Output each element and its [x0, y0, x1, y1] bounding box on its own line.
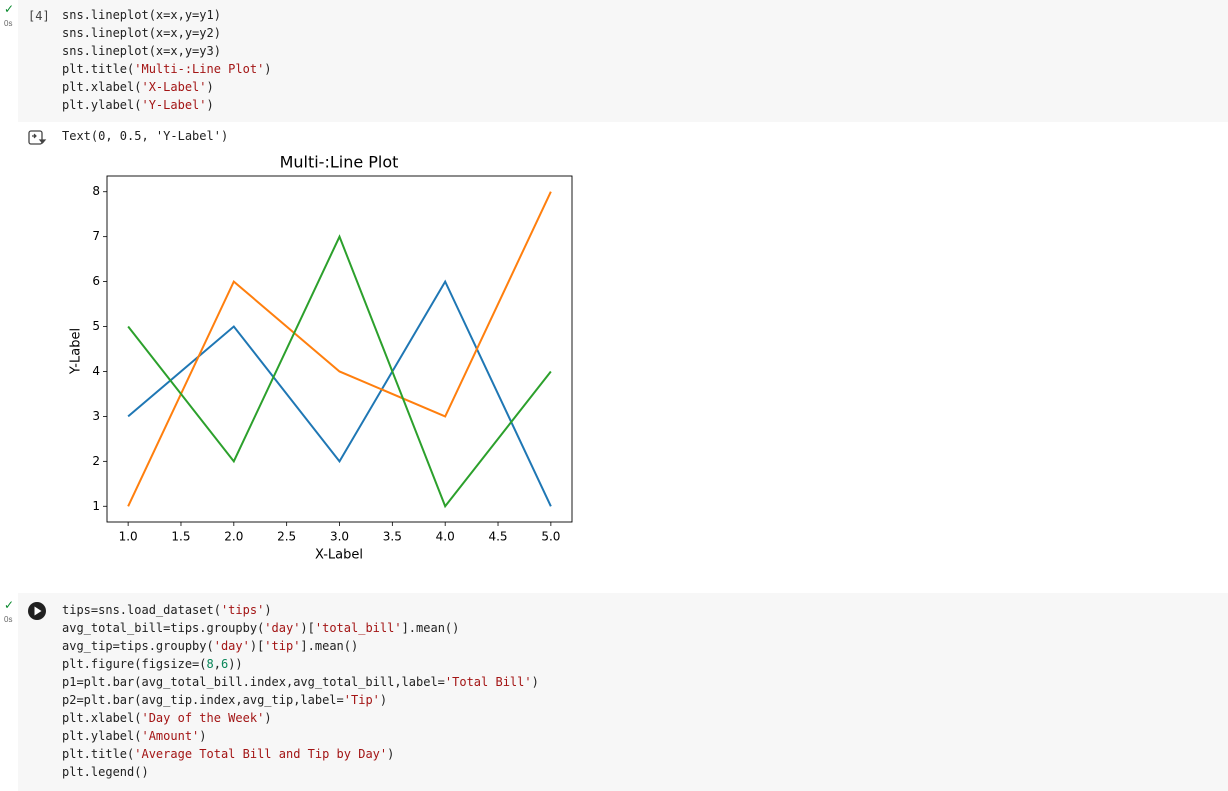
code-line: plt.ylabel('Amount'): [62, 729, 207, 743]
exec-time: 0s: [4, 615, 13, 624]
y-tick-label: 1: [92, 499, 100, 513]
code-line: p1=plt.bar(avg_total_bill.index,avg_tota…: [62, 675, 539, 689]
y-tick-label: 4: [92, 364, 100, 378]
x-tick-label: 2.0: [224, 530, 243, 544]
x-tick-label: 2.5: [277, 530, 296, 544]
y-tick-label: 3: [92, 409, 100, 423]
exec-time: 0s: [4, 19, 13, 28]
code-cell[interactable]: [18, 0, 1228, 122]
code-line: avg_total_bill=tips.groupby('day')['tota…: [62, 621, 460, 635]
x-tick-label: 1.5: [171, 530, 190, 544]
code-line: plt.title('Multi-:Line Plot'): [62, 62, 272, 76]
code-line: p2=plt.bar(avg_tip.index,avg_tip,label='…: [62, 693, 388, 707]
line-series: [127, 234, 552, 509]
code-line: sns.lineplot(x=x,y=y3): [62, 44, 221, 58]
code-line: plt.figure(figsize=(8,6)): [62, 657, 243, 671]
code-line: sns.lineplot(x=x,y=y1): [62, 8, 221, 22]
code-line: plt.xlabel('X-Label'): [62, 80, 214, 94]
x-tick-label: 4.0: [436, 530, 455, 544]
exec-number: [4]: [28, 9, 50, 23]
y-axis-label: Y-Label: [69, 328, 84, 375]
code-line: plt.ylabel('Y-Label'): [62, 98, 214, 112]
code-line: plt.xlabel('Day of the Week'): [62, 711, 272, 725]
code-cell[interactable]: [18, 593, 1228, 791]
line-series: [127, 191, 552, 507]
x-tick-label: 3.0: [330, 530, 349, 544]
output-icon[interactable]: [26, 128, 48, 148]
code: sns.lineplot(x=x,y=y1) sns.lineplot(x=x,y…: [62, 6, 272, 114]
code: tips=sns.load_dataset('tips') avg_total_b…: [62, 601, 539, 781]
y-tick-label: 2: [92, 454, 100, 468]
x-tick-label: 3.5: [383, 530, 402, 544]
check-icon: ✓: [4, 2, 15, 16]
code-line: avg_tip=tips.groupby('day')['tip'].mean(…: [62, 639, 359, 653]
code-line: plt.title('Average Total Bill and Tip by…: [62, 747, 395, 761]
x-tick-label: 5.0: [541, 530, 560, 544]
y-tick-label: 7: [92, 229, 100, 243]
output-text: Text(0, 0.5, 'Y-Label'): [62, 129, 229, 143]
code-line: sns.lineplot(x=x,y=y2): [62, 26, 221, 40]
run-button[interactable]: [27, 601, 47, 621]
chart: Multi-:Line Plot X-Label Y-Label 1.0 1.5 2…: [69, 153, 573, 563]
x-tick-label: 1.0: [119, 530, 138, 544]
code-line: tips=sns.load_dataset('tips'): [62, 603, 272, 617]
line-series: [127, 279, 552, 507]
chart-title: Multi-:Line Plot: [280, 153, 399, 172]
x-axis-label: X-Label: [315, 548, 363, 563]
plot-frame: [106, 175, 573, 523]
y-tick-label: 6: [92, 274, 100, 288]
code-line: plt.legend(): [62, 765, 149, 779]
x-tick-label: 4.5: [488, 530, 507, 544]
y-tick-label: 8: [92, 184, 100, 198]
check-icon: ✓: [4, 598, 15, 612]
y-tick-label: 5: [92, 319, 100, 333]
